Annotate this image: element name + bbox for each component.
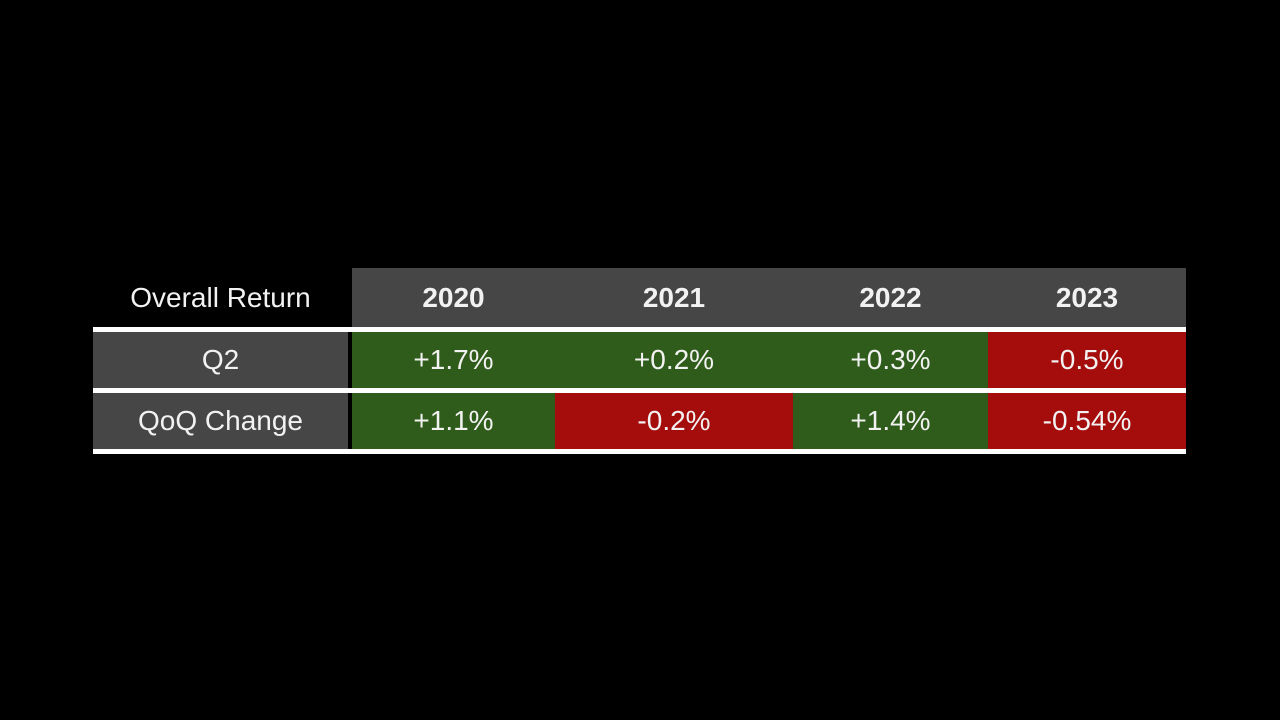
- column-header-2021: 2021: [555, 268, 793, 327]
- returns-table: Overall Return 2020 2021 2022 2023 Q2 +1…: [93, 268, 1186, 454]
- row-separator: [93, 327, 1186, 332]
- value-cell-q2-2020: +1.7%: [352, 332, 555, 388]
- row-label-q2: Q2: [93, 332, 348, 388]
- column-header-2020: 2020: [352, 268, 555, 327]
- value-cell-qoq-2021: -0.2%: [555, 393, 793, 449]
- row-separator: [93, 449, 1186, 454]
- value-cell-qoq-2023: -0.54%: [988, 393, 1186, 449]
- value-cell-q2-2021: +0.2%: [555, 332, 793, 388]
- row-label-qoq-change: QoQ Change: [93, 393, 348, 449]
- value-cell-qoq-2022: +1.4%: [793, 393, 988, 449]
- value-cell-q2-2022: +0.3%: [793, 332, 988, 388]
- row-separator: [93, 388, 1186, 393]
- table-title: Overall Return: [130, 281, 311, 313]
- value-cell-q2-2023: -0.5%: [988, 332, 1186, 388]
- column-header-2023: 2023: [988, 268, 1186, 327]
- column-header-2022: 2022: [793, 268, 988, 327]
- value-cell-qoq-2020: +1.1%: [352, 393, 555, 449]
